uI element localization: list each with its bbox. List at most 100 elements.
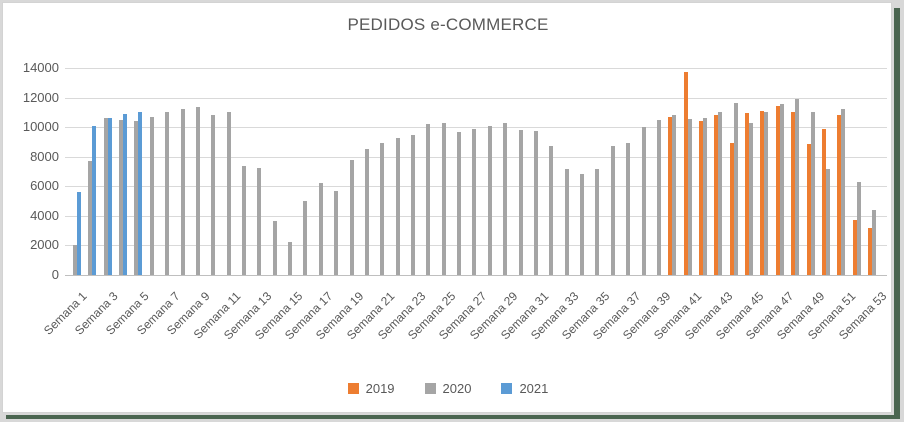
bar-2019-semana-44 [729, 143, 734, 275]
excel-chart[interactable]: PEDIDOS e-COMMERCE 0 2000 4000 6000 8000 1000… [2, 2, 892, 413]
y-axis-tick-label: 12000 [22, 90, 59, 105]
legend-label: 2019 [365, 381, 395, 396]
bar-2021-semana-3 [107, 118, 112, 275]
bar-2020-semana-22 [395, 138, 400, 275]
bar-2020-semana-32 [549, 145, 554, 275]
bar-2021-semana-2 [92, 126, 97, 275]
bar-2021-semana-1 [77, 192, 81, 275]
bar-2019-semana-53 [867, 228, 872, 275]
bar-2020-semana-44 [733, 102, 738, 275]
bar-2021-semana-4 [123, 113, 128, 275]
bar-2020-semana-3 [103, 117, 108, 275]
bar-2020-semana-47 [779, 104, 784, 275]
y-axis-tick-label: 10000 [22, 119, 59, 134]
bar-2020-semana-29 [503, 123, 508, 275]
gridline-14000 [65, 68, 887, 69]
bar-2020-semana-40 [672, 114, 677, 275]
bar-2020-semana-33 [564, 168, 569, 275]
bar-2020-semana-41 [687, 119, 692, 275]
bar-2020-semana-51 [841, 108, 846, 275]
bar-2020-semana-8 [180, 109, 185, 275]
bar-2020-semana-2 [88, 161, 93, 275]
bar-2020-semana-46 [764, 112, 769, 275]
bar-2020-semana-21 [380, 143, 385, 275]
bar-2019-semana-46 [760, 110, 765, 275]
bar-2019-semana-49 [806, 144, 811, 275]
legend-item-2019: 2019 [347, 381, 395, 396]
x-axis-line [65, 275, 887, 276]
bar-2020-semana-10 [211, 115, 216, 275]
bar-2020-semana-11 [226, 111, 231, 275]
bar-2020-semana-5 [134, 121, 139, 275]
bar-2020-semana-50 [825, 168, 830, 275]
bar-2020-semana-26 [457, 131, 462, 275]
plot-area: 0 2000 4000 6000 8000 10000 12000 14000 Semana 1… [3, 3, 893, 414]
bar-2020-semana-25 [441, 122, 446, 275]
bar-2020-semana-30 [518, 130, 523, 275]
bar-2020-semana-19 [349, 159, 354, 275]
bar-2020-semana-35 [595, 169, 600, 275]
bar-2020-semana-16 [303, 201, 308, 275]
bar-2019-semana-47 [775, 105, 780, 275]
bar-2021-semana-5 [138, 112, 143, 275]
bar-2020-semana-6 [149, 116, 154, 275]
y-axis-tick-label: 4000 [30, 208, 59, 223]
chart-legend: 2019 2020 2021 [3, 381, 893, 396]
bar-2020-semana-13 [257, 167, 262, 275]
bar-2020-semana-18 [334, 190, 339, 275]
legend-swatch-2020 [424, 383, 436, 394]
bar-2019-semana-52 [852, 219, 857, 275]
bar-2019-semana-48 [791, 111, 796, 275]
bar-2020-semana-4 [119, 120, 124, 275]
window-edge-right [894, 8, 900, 418]
bar-2019-semana-43 [714, 114, 719, 275]
bar-2020-semana-34 [580, 174, 585, 275]
legend-label: 2020 [442, 381, 472, 396]
bar-2019-semana-40 [668, 116, 673, 275]
bar-2020-semana-37 [626, 142, 631, 275]
bar-2020-semana-36 [610, 145, 615, 275]
bar-2019-semana-41 [683, 71, 688, 275]
bar-2020-semana-15 [288, 242, 293, 275]
bar-2020-semana-45 [749, 122, 754, 275]
bar-2020-semana-17 [318, 183, 323, 275]
bar-2020-semana-53 [871, 209, 876, 275]
legend-label: 2021 [519, 381, 549, 396]
gridline-10000 [65, 127, 887, 128]
y-axis-tick-label: 14000 [22, 60, 59, 75]
bar-2020-semana-9 [195, 107, 200, 275]
bar-2020-semana-48 [795, 99, 800, 275]
y-axis-tick-label: 8000 [30, 149, 59, 164]
bar-2020-semana-39 [656, 120, 661, 275]
bar-2019-semana-51 [837, 115, 842, 275]
gridline-12000 [65, 98, 887, 99]
window-edge-bottom [6, 415, 900, 419]
legend-item-2020: 2020 [424, 381, 472, 396]
bar-2020-semana-28 [487, 126, 492, 275]
bar-2019-semana-42 [698, 121, 703, 275]
legend-swatch-2019 [347, 383, 359, 394]
bar-2020-semana-1 [73, 245, 77, 275]
bar-2019-semana-45 [745, 113, 750, 275]
bar-2019-semana-50 [821, 128, 826, 275]
bar-2020-semana-42 [702, 117, 707, 275]
bar-2020-semana-20 [364, 148, 369, 275]
bar-2020-semana-31 [533, 130, 538, 275]
chart-title: PEDIDOS e-COMMERCE [347, 15, 549, 34]
bar-2020-semana-27 [472, 128, 477, 275]
y-axis-tick-label: 2000 [30, 237, 59, 252]
bar-2020-semana-12 [242, 165, 247, 275]
bar-2020-semana-38 [641, 127, 646, 275]
bar-2020-semana-7 [165, 111, 170, 275]
bar-2020-semana-23 [411, 134, 416, 275]
y-axis-tick-label: 6000 [30, 178, 59, 193]
bar-2020-semana-43 [718, 112, 723, 275]
bar-2020-semana-24 [426, 124, 431, 275]
bar-2020-semana-52 [856, 181, 861, 275]
y-axis-tick-label: 0 [51, 267, 59, 282]
legend-item-2021: 2021 [501, 381, 548, 396]
bar-2020-semana-14 [272, 221, 277, 275]
bar-2020-semana-49 [810, 111, 815, 275]
legend-swatch-2021 [501, 383, 513, 394]
